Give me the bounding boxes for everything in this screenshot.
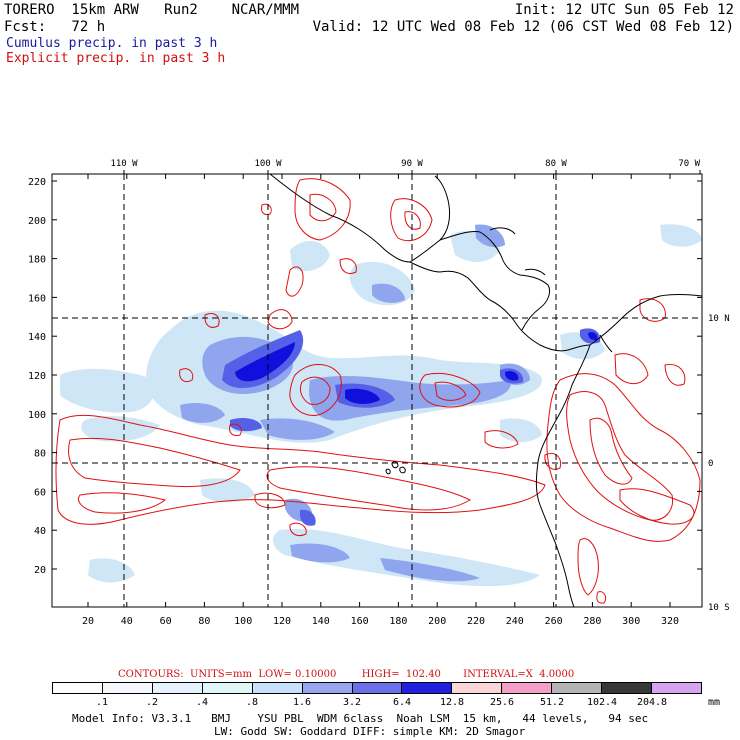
grid-x-label: 40 bbox=[121, 616, 133, 627]
grid-x-label: 80 bbox=[198, 616, 210, 627]
grid-x-label: 300 bbox=[622, 616, 640, 627]
lat-lon-grid bbox=[52, 174, 702, 607]
legend-swatch bbox=[53, 683, 103, 693]
model-info-line2: LW: Godd SW: Goddard DIFF: simple KM: 2D… bbox=[214, 725, 526, 738]
cumulus-precip-label: Cumulus precip. in past 3 h bbox=[6, 36, 218, 51]
model-info-line1: Model Info: V3.3.1 BMJ YSU PBL WDM 6clas… bbox=[72, 712, 649, 725]
lon-label: 100 W bbox=[254, 159, 282, 169]
color-legend bbox=[52, 682, 702, 694]
grid-y-label: 180 bbox=[28, 255, 46, 266]
valid-time: Valid: 12 UTC Wed 08 Feb 12 (06 CST Wed … bbox=[312, 19, 734, 35]
grid-x-label: 20 bbox=[82, 616, 94, 627]
grid-y-label: 100 bbox=[28, 410, 46, 421]
legend-swatch bbox=[502, 683, 553, 693]
grid-x-label: 240 bbox=[506, 616, 524, 627]
legend-swatch bbox=[302, 683, 353, 693]
grid-y-label: 40 bbox=[34, 526, 46, 537]
grid-x-label: 320 bbox=[661, 616, 679, 627]
grid-x-label: 280 bbox=[583, 616, 601, 627]
legend-swatch bbox=[402, 683, 453, 693]
legend-swatch bbox=[552, 683, 603, 693]
legend-label: 6.4 bbox=[392, 697, 412, 708]
lat-label: 10 N bbox=[708, 314, 730, 324]
lon-label: 90 W bbox=[401, 159, 423, 169]
coastline-layer bbox=[269, 173, 703, 608]
longitude-labels: 110 W 100 W 90 W 80 W 70 W bbox=[110, 159, 700, 169]
legend-label: .8 bbox=[245, 697, 259, 708]
explicit-precip-contours bbox=[55, 178, 701, 604]
grid-y-label: 120 bbox=[28, 371, 46, 382]
cumulus-precip-shading bbox=[60, 224, 702, 587]
legend-label: 204.8 bbox=[636, 697, 668, 708]
legend-label: .2 bbox=[145, 697, 159, 708]
model-title: TORERO 15km ARW Run2 NCAR/MMM bbox=[4, 2, 300, 18]
grid-x-label: 180 bbox=[389, 616, 407, 627]
legend-label: .1 bbox=[95, 697, 109, 708]
grid-x-label: 260 bbox=[545, 616, 563, 627]
grid-x-label: 60 bbox=[160, 616, 172, 627]
legend-label: .4 bbox=[195, 697, 209, 708]
lon-label: 80 W bbox=[545, 159, 567, 169]
axis-ticks bbox=[52, 170, 702, 607]
legend-label: 102.4 bbox=[586, 697, 618, 708]
legend-swatch bbox=[352, 683, 403, 693]
legend-swatch bbox=[102, 683, 153, 693]
legend-label: 3.2 bbox=[342, 697, 362, 708]
lat-label: 10 S bbox=[708, 603, 730, 613]
legend-units: mm bbox=[708, 697, 721, 708]
latitude-labels: 10 N 0 10 S bbox=[708, 314, 730, 613]
legend-swatch bbox=[602, 683, 653, 693]
grid-x-label: 140 bbox=[312, 616, 330, 627]
map-frame bbox=[51, 173, 703, 608]
grid-y-labels: 220 200 180 160 140 120 100 80 60 40 20 bbox=[28, 177, 46, 576]
contour-info: CONTOURS: UNITS=mm LOW= 0.10000 HIGH= 10… bbox=[118, 669, 575, 680]
legend-swatch bbox=[152, 683, 203, 693]
grid-x-labels: 20 40 60 80 100 120 140 160 180 200 220 240 260 280 30… bbox=[82, 616, 679, 627]
legend-swatch bbox=[652, 683, 701, 693]
legend-label: 1.6 bbox=[292, 697, 312, 708]
grid-y-label: 20 bbox=[34, 565, 46, 576]
grid-x-label: 160 bbox=[351, 616, 369, 627]
explicit-precip-label: Explicit precip. in past 3 h bbox=[6, 51, 226, 66]
init-time: Init: 12 UTC Sun 05 Feb 12 bbox=[514, 2, 734, 18]
legend-swatch bbox=[252, 683, 303, 693]
legend-label: 51.2 bbox=[539, 697, 565, 708]
grid-y-label: 140 bbox=[28, 332, 46, 343]
grid-x-label: 120 bbox=[273, 616, 291, 627]
grid-y-label: 80 bbox=[34, 449, 46, 460]
lon-label: 110 W bbox=[110, 159, 138, 169]
legend-swatch bbox=[202, 683, 253, 693]
grid-y-label: 160 bbox=[28, 293, 46, 304]
grid-y-label: 200 bbox=[28, 216, 46, 227]
grid-x-label: 220 bbox=[467, 616, 485, 627]
grid-y-label: 220 bbox=[28, 177, 46, 188]
grid-y-label: 60 bbox=[34, 487, 46, 498]
lon-label: 70 W bbox=[678, 159, 700, 169]
legend-label: 12.8 bbox=[439, 697, 465, 708]
forecast-hour: Fcst: 72 h bbox=[4, 19, 106, 35]
legend-label: 25.6 bbox=[489, 697, 515, 708]
lat-label: 0 bbox=[708, 459, 713, 469]
grid-x-label: 200 bbox=[428, 616, 446, 627]
grid-x-label: 100 bbox=[234, 616, 252, 627]
legend-swatch bbox=[452, 683, 503, 693]
